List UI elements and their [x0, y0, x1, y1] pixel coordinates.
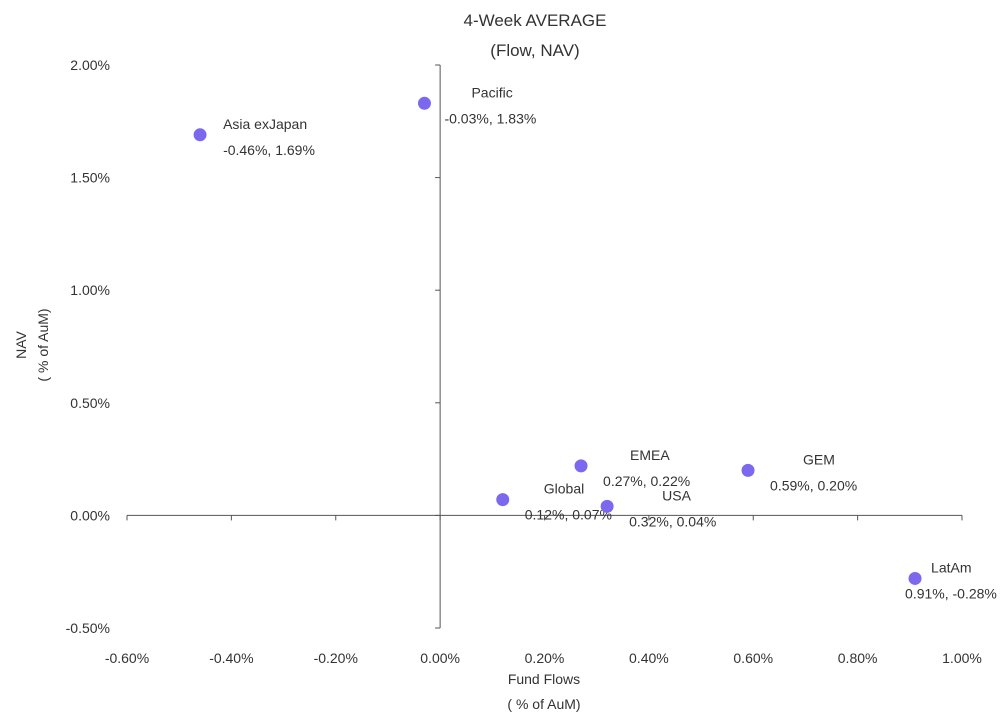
y-tick-label: 0.00% [70, 507, 110, 523]
data-point [574, 459, 588, 473]
data-point-group: Asia exJapan -0.46%, 1.69% [193, 116, 315, 158]
x-tick-label: 0.60% [733, 650, 773, 666]
data-point-name: Global [544, 481, 584, 497]
y-tick-label: 0.50% [70, 395, 110, 411]
data-point-value-label: -0.46%, 1.69% [223, 142, 315, 158]
chart-title: 4-Week AVERAGE [464, 11, 607, 30]
y-tick-label: 1.00% [70, 282, 110, 298]
x-tick-label: 0.20% [525, 650, 565, 666]
data-point-name: LatAm [931, 559, 971, 575]
x-axis-title: Fund Flows [508, 671, 580, 687]
data-point [417, 96, 431, 110]
y-axis-subtitle: ( % of AuM) [35, 308, 51, 381]
data-point-value-label: 0.12%, 0.07% [525, 507, 612, 523]
x-tick-label: -0.20% [314, 650, 358, 666]
data-point [908, 571, 922, 585]
y-tick-label: 2.00% [70, 57, 110, 73]
data-point-value-label: 0.32%, 0.04% [629, 513, 716, 529]
data-point-group: GEM 0.59%, 0.20% [741, 451, 857, 493]
y-axis-title: NAV [13, 330, 29, 358]
data-point-value-label: -0.03%, 1.83% [444, 110, 536, 126]
x-tick-label: 0.80% [838, 650, 878, 666]
y-tick-label: -0.50% [66, 620, 110, 636]
data-point-group: LatAm 0.91%, -0.28% [905, 559, 997, 601]
y-axis-ticks: -0.50% 0.00% 0.50% 1.00% 1.50% 2.00% [66, 57, 441, 636]
data-point [496, 493, 510, 507]
data-point-group: Pacific -0.03%, 1.83% [417, 84, 536, 126]
data-point-value-label: 0.59%, 0.20% [770, 477, 857, 493]
x-tick-label: 1.00% [942, 650, 982, 666]
x-tick-label: 0.00% [420, 650, 460, 666]
data-point [741, 463, 755, 477]
y-tick-label: 1.50% [70, 170, 110, 186]
data-point-name: Pacific [471, 84, 512, 100]
data-points: Asia exJapan -0.46%, 1.69% Pacific -0.03%, … [193, 84, 997, 601]
data-point-value-label: 0.91%, -0.28% [905, 585, 997, 601]
x-tick-label: -0.40% [209, 650, 253, 666]
data-point [193, 128, 207, 142]
data-point-group: USA 0.32%, 0.04% [600, 487, 716, 529]
data-point-name: GEM [803, 451, 835, 467]
data-point-name: Asia exJapan [223, 116, 307, 132]
data-point-value-label: 0.27%, 0.22% [603, 473, 690, 489]
data-point-name: USA [662, 487, 691, 503]
x-tick-label: -0.60% [105, 650, 149, 666]
data-point-group: Global 0.12%, 0.07% [496, 481, 612, 523]
chart-subtitle: (Flow, NAV) [490, 41, 579, 60]
data-point [600, 499, 614, 513]
x-tick-label: 0.40% [629, 650, 669, 666]
x-axis-ticks: -0.60% -0.40% -0.20% 0.00% 0.20% 0.40% 0.60% 0.… [105, 515, 982, 666]
x-axis-subtitle: ( % of AuM) [507, 696, 580, 712]
data-point-name: EMEA [630, 447, 670, 463]
data-point-group: EMEA 0.27%, 0.22% [574, 447, 690, 489]
